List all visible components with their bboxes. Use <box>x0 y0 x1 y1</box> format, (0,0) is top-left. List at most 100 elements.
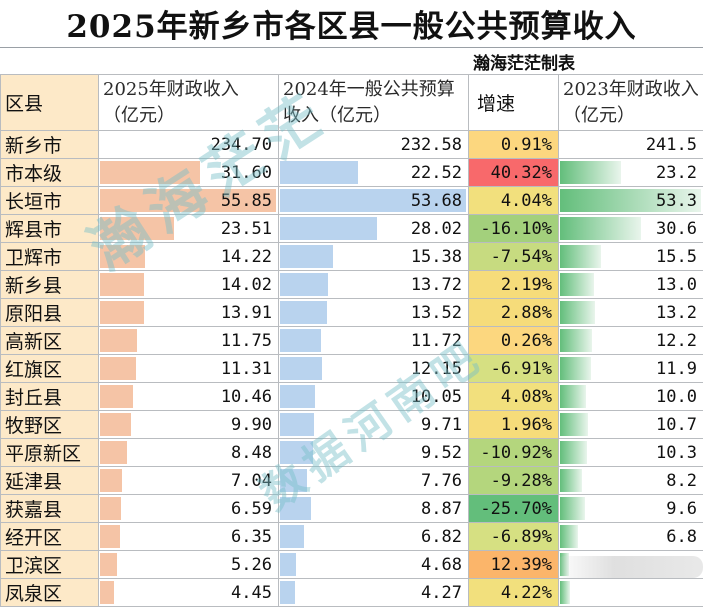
cell-rev2024[interactable]: 9.71 <box>278 410 469 439</box>
cell-rev2025[interactable]: 8.48 <box>98 438 279 467</box>
cell-growth[interactable]: -6.91% <box>468 354 559 383</box>
cell-rev2023[interactable]: 10.0 <box>558 382 703 411</box>
cell-rev2024[interactable]: 10.05 <box>278 382 469 411</box>
cell-rev2025-value: 7.04 <box>231 470 272 491</box>
cell-growth[interactable]: -9.28% <box>468 466 559 495</box>
cell-rev2025[interactable]: 11.75 <box>98 326 279 355</box>
table-row: 高新区 11.75 11.72 0.26% 12.2 <box>0 326 703 355</box>
cell-rev2024[interactable]: 11.72 <box>278 326 469 355</box>
cell-rev2023-bar <box>560 581 570 604</box>
cell-rev2025[interactable]: 23.51 <box>98 214 279 243</box>
cell-region[interactable]: 原阳县 <box>0 298 99 327</box>
cell-rev2023[interactable]: 10.3 <box>558 438 703 467</box>
cell-rev2024[interactable]: 12.15 <box>278 354 469 383</box>
cell-rev2023-bar <box>560 161 622 184</box>
cell-growth[interactable]: 4.04% <box>468 186 559 215</box>
cell-region[interactable]: 辉县市 <box>0 214 99 243</box>
cell-rev2024[interactable]: 28.02 <box>278 214 469 243</box>
cell-rev2025-bar <box>100 469 123 492</box>
cell-rev2024[interactable]: 6.82 <box>278 522 469 551</box>
cell-region[interactable]: 卫辉市 <box>0 242 99 271</box>
cell-growth[interactable]: 2.19% <box>468 270 559 299</box>
cell-growth[interactable]: 2.88% <box>468 298 559 327</box>
cell-rev2024-value: 10.05 <box>410 386 462 407</box>
cell-rev2023[interactable]: 11.9 <box>558 354 703 383</box>
cell-rev2025[interactable]: 31.60 <box>98 158 279 187</box>
cell-region[interactable]: 新乡市 <box>0 130 99 159</box>
cell-region[interactable]: 延津县 <box>0 466 99 495</box>
cell-growth[interactable]: -6.89% <box>468 522 559 551</box>
cell-rev2024[interactable]: 4.68 <box>278 550 469 579</box>
cell-region[interactable]: 经开区 <box>0 522 99 551</box>
cell-rev2023[interactable]: 8.2 <box>558 466 703 495</box>
cell-rev2024[interactable]: 22.52 <box>278 158 469 187</box>
cell-rev2023-bar <box>560 245 601 268</box>
cell-growth[interactable]: -7.54% <box>468 242 559 271</box>
cell-rev2025[interactable]: 13.91 <box>98 298 279 327</box>
cell-rev2024[interactable]: 4.27 <box>278 578 469 607</box>
cell-region[interactable]: 红旗区 <box>0 354 99 383</box>
cell-growth[interactable]: 4.22% <box>468 578 559 607</box>
cell-rev2023[interactable]: 9.6 <box>558 494 703 523</box>
cell-rev2024-bar <box>280 525 304 548</box>
cell-rev2024[interactable]: 13.72 <box>278 270 469 299</box>
cell-rev2025[interactable]: 6.35 <box>98 522 279 551</box>
cell-growth[interactable]: 12.39% <box>468 550 559 579</box>
cell-region[interactable]: 卫滨区 <box>0 550 99 579</box>
cell-rev2024[interactable]: 7.76 <box>278 466 469 495</box>
cell-rev2023[interactable] <box>558 578 703 607</box>
cell-growth[interactable]: 4.08% <box>468 382 559 411</box>
col-header-growth[interactable]: 增速 <box>468 74 559 131</box>
cell-rev2023[interactable]: 12.2 <box>558 326 703 355</box>
cell-region[interactable]: 市本级 <box>0 158 99 187</box>
cell-rev2023[interactable]: 15.5 <box>558 242 703 271</box>
cell-region[interactable]: 新乡县 <box>0 270 99 299</box>
cell-growth[interactable]: 1.96% <box>468 410 559 439</box>
cell-rev2023[interactable]: 6.8 <box>558 522 703 551</box>
cell-rev2024[interactable]: 13.52 <box>278 298 469 327</box>
col-header-rev2025[interactable]: 2025年财政收入（亿元） <box>98 74 279 131</box>
cell-rev2023[interactable]: 30.6 <box>558 214 703 243</box>
table-row: 获嘉县 6.59 8.87 -25.70% 9.6 <box>0 494 703 523</box>
cell-rev2025[interactable]: 55.85 <box>98 186 279 215</box>
cell-rev2025[interactable]: 4.45 <box>98 578 279 607</box>
cell-region[interactable]: 凤泉区 <box>0 578 99 607</box>
cell-growth[interactable]: 0.91% <box>468 130 559 159</box>
cell-rev2025[interactable]: 11.31 <box>98 354 279 383</box>
cell-region[interactable]: 牧野区 <box>0 410 99 439</box>
cell-rev2025[interactable]: 5.26 <box>98 550 279 579</box>
cell-growth[interactable]: -16.10% <box>468 214 559 243</box>
cell-rev2024[interactable]: 9.52 <box>278 438 469 467</box>
cell-rev2024[interactable]: 232.58 <box>278 130 469 159</box>
cell-rev2025[interactable]: 6.59 <box>98 494 279 523</box>
cell-rev2023[interactable]: 23.2 <box>558 158 703 187</box>
cell-rev2024[interactable]: 53.68 <box>278 186 469 215</box>
cell-region[interactable]: 封丘县 <box>0 382 99 411</box>
col-header-region[interactable]: 区县 <box>0 74 99 131</box>
cell-rev2023[interactable]: 13.2 <box>558 298 703 327</box>
cell-rev2025[interactable]: 14.02 <box>98 270 279 299</box>
cell-rev2025[interactable]: 10.46 <box>98 382 279 411</box>
cell-rev2025-bar <box>100 413 132 436</box>
cell-growth[interactable]: -10.92% <box>468 438 559 467</box>
cell-region[interactable]: 高新区 <box>0 326 99 355</box>
cell-rev2025[interactable]: 7.04 <box>98 466 279 495</box>
cell-rev2024[interactable]: 8.87 <box>278 494 469 523</box>
cell-rev2023[interactable]: 241.5 <box>558 130 703 159</box>
cell-rev2023[interactable]: 10.7 <box>558 410 703 439</box>
cell-rev2023[interactable]: 13.0 <box>558 270 703 299</box>
cell-rev2025[interactable]: 234.70 <box>98 130 279 159</box>
cell-rev2023[interactable]: 53.3 <box>558 186 703 215</box>
cell-rev2025[interactable]: 14.22 <box>98 242 279 271</box>
cell-growth[interactable]: -25.70% <box>468 494 559 523</box>
cell-growth[interactable]: 40.32% <box>468 158 559 187</box>
col-header-rev2023[interactable]: 2023年财政收入（亿元） <box>558 74 703 131</box>
cell-rev2025[interactable]: 9.90 <box>98 410 279 439</box>
cell-region[interactable]: 获嘉县 <box>0 494 99 523</box>
cell-growth[interactable]: 0.26% <box>468 326 559 355</box>
cell-region[interactable]: 长垣市 <box>0 186 99 215</box>
col-header-rev2024[interactable]: 2024年一般公共预算收入（亿元） <box>278 74 469 131</box>
cell-rev2025-value: 234.70 <box>210 134 272 155</box>
cell-rev2024[interactable]: 15.38 <box>278 242 469 271</box>
cell-region[interactable]: 平原新区 <box>0 438 99 467</box>
